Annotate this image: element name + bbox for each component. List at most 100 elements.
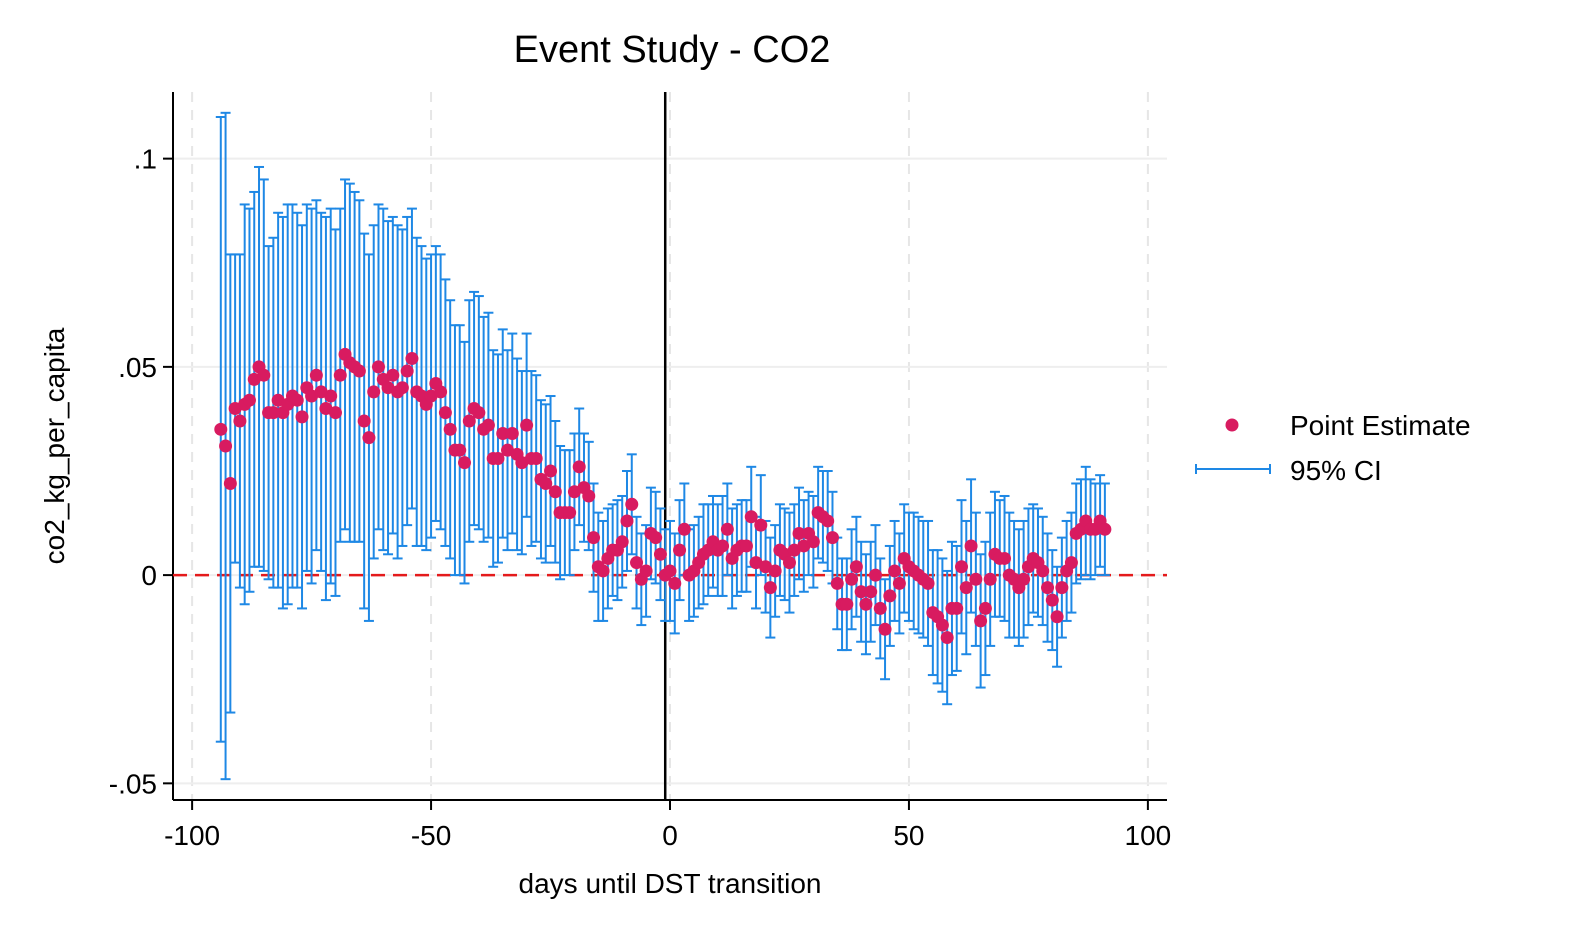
point xyxy=(878,622,892,636)
y-axis-label: co2_kg_per_capita xyxy=(39,327,70,564)
point xyxy=(434,385,448,399)
point xyxy=(998,551,1012,565)
point xyxy=(266,406,280,420)
point xyxy=(854,585,868,599)
point xyxy=(472,406,486,420)
chart-title: Event Study - CO2 xyxy=(514,29,831,71)
point xyxy=(935,618,949,632)
point xyxy=(505,427,519,441)
point xyxy=(763,581,777,595)
point xyxy=(529,451,543,465)
point xyxy=(462,414,476,428)
point xyxy=(1017,572,1031,586)
point xyxy=(290,393,304,407)
point xyxy=(1041,581,1055,595)
point xyxy=(572,460,586,474)
point xyxy=(219,439,233,453)
x-axis-label: days until DST transition xyxy=(519,868,822,899)
point xyxy=(720,522,734,536)
legend-label: 95% CI xyxy=(1290,455,1382,486)
point xyxy=(739,539,753,553)
point xyxy=(744,510,758,524)
point xyxy=(868,568,882,582)
point xyxy=(563,506,577,520)
x-tick-label: 100 xyxy=(1125,820,1172,851)
point xyxy=(663,564,677,578)
point xyxy=(615,535,629,549)
point xyxy=(673,543,687,557)
point xyxy=(233,414,247,428)
point xyxy=(964,539,978,553)
point xyxy=(309,368,323,382)
point xyxy=(328,406,342,420)
point xyxy=(845,572,859,586)
point xyxy=(782,556,796,570)
point xyxy=(357,414,371,428)
point xyxy=(873,601,887,615)
point xyxy=(1055,581,1069,595)
point xyxy=(716,539,730,553)
y-tick-label: .1 xyxy=(134,144,157,175)
legend-marker xyxy=(1225,418,1239,432)
point xyxy=(295,410,309,424)
point xyxy=(496,427,510,441)
point xyxy=(386,368,400,382)
point xyxy=(768,564,782,578)
point xyxy=(1050,610,1064,624)
point xyxy=(1098,522,1112,536)
point xyxy=(1064,556,1078,570)
point xyxy=(792,526,806,540)
point xyxy=(950,601,964,615)
point xyxy=(453,443,467,457)
point xyxy=(754,518,768,532)
point xyxy=(491,451,505,465)
point xyxy=(892,576,906,590)
point xyxy=(367,385,381,399)
point xyxy=(830,576,844,590)
point xyxy=(548,485,562,499)
point xyxy=(974,614,988,628)
point xyxy=(921,576,935,590)
legend-label: Point Estimate xyxy=(1290,410,1471,441)
point xyxy=(1045,593,1059,607)
point xyxy=(582,489,596,503)
point xyxy=(625,497,639,511)
point xyxy=(940,631,954,645)
point xyxy=(324,389,338,403)
point xyxy=(333,368,347,382)
y-tick-label: .05 xyxy=(118,352,157,383)
point xyxy=(539,476,553,490)
point xyxy=(544,464,558,478)
point xyxy=(620,514,634,528)
point xyxy=(983,572,997,586)
point xyxy=(362,431,376,445)
point xyxy=(630,556,644,570)
point xyxy=(653,547,667,561)
point xyxy=(405,352,419,366)
point xyxy=(825,531,839,545)
point xyxy=(481,418,495,432)
point xyxy=(677,522,691,536)
point xyxy=(849,560,863,574)
point xyxy=(883,589,897,603)
point xyxy=(1036,564,1050,578)
point xyxy=(955,560,969,574)
x-tick-label: 50 xyxy=(893,820,924,851)
point xyxy=(395,381,409,395)
x-tick-label: -50 xyxy=(411,820,451,851)
y-tick-label: 0 xyxy=(141,560,157,591)
point xyxy=(959,581,973,595)
point xyxy=(214,422,228,436)
point xyxy=(458,456,472,470)
point xyxy=(257,368,271,382)
point xyxy=(859,597,873,611)
point xyxy=(223,476,237,490)
point xyxy=(352,364,366,378)
point xyxy=(668,576,682,590)
point xyxy=(806,535,820,549)
point xyxy=(821,514,835,528)
point xyxy=(400,364,414,378)
point xyxy=(864,585,878,599)
